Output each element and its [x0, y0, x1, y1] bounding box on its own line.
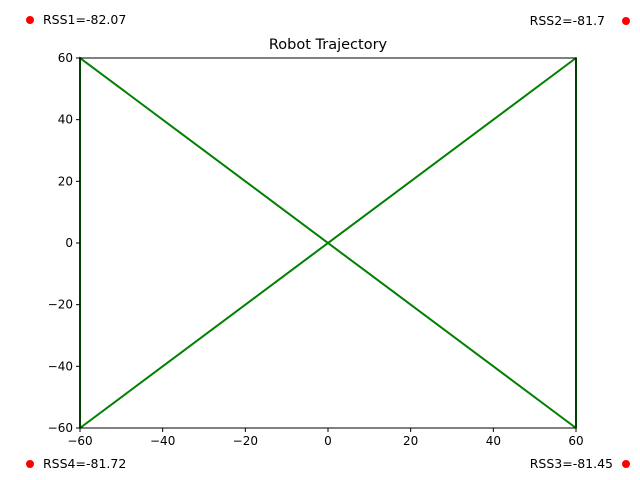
- x-tick-label: 60: [568, 434, 583, 448]
- x-tick-label: 20: [403, 434, 418, 448]
- rss-marker-label: RSS2=-81.7: [530, 13, 605, 28]
- y-tick-label: −20: [48, 298, 73, 312]
- y-tick-label: 60: [58, 51, 73, 65]
- rss-marker-label: RSS1=-82.07: [43, 12, 126, 27]
- rss-marker-label: RSS4=-81.72: [43, 456, 126, 471]
- y-tick-label: −40: [48, 359, 73, 373]
- x-tick-label: −20: [233, 434, 258, 448]
- rss-marker-dot: [26, 460, 34, 468]
- y-tick-label: −60: [48, 421, 73, 435]
- x-tick-label: 0: [324, 434, 332, 448]
- rss-marker-label: RSS3=-81.45: [530, 456, 613, 471]
- y-tick-label: 40: [58, 113, 73, 127]
- x-tick-label: −40: [150, 434, 175, 448]
- axes: −60 −40 −20 0 20 40 60 −60 −40 −20 0 20 40 60: [48, 51, 584, 448]
- rss-markers: RSS1=-82.07 RSS2=-81.7 RSS3=-81.45 RSS4=-81…: [26, 12, 630, 471]
- y-tick-label: 20: [58, 174, 73, 188]
- rss-marker-dot: [622, 17, 630, 25]
- rss-marker-dot: [26, 16, 34, 24]
- rss-marker-dot: [622, 460, 630, 468]
- x-tick-label: −60: [67, 434, 92, 448]
- x-tick-label: 40: [486, 434, 501, 448]
- y-tick-label: 0: [65, 236, 73, 250]
- chart-title: Robot Trajectory: [269, 37, 388, 53]
